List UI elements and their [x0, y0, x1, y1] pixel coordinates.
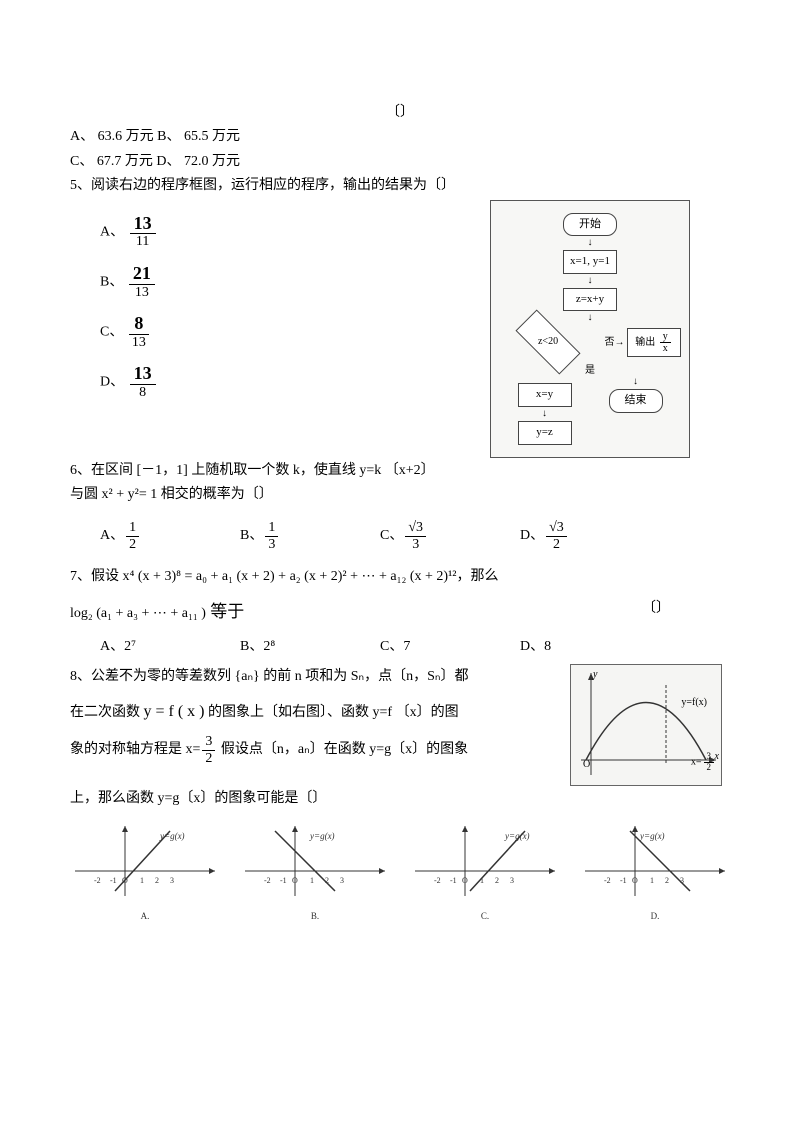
q8-l4: 上，那么函数 y=g〔x〕的图象可能是〔〕 — [70, 788, 730, 810]
q5-A-label: A、 — [100, 224, 124, 239]
q5-C-label: C、 — [100, 324, 123, 339]
parabola-label: y=f(x) — [681, 695, 707, 711]
fc-init: x=1, y=1 — [563, 250, 617, 274]
q5-optC: C、 813 — [100, 314, 490, 350]
q7-B: B、2⁸ — [240, 636, 380, 658]
graph-A: y=g(x) -2 -1 O 1 2 3 A. — [70, 821, 220, 921]
q7-tail: 〔〕 — [642, 598, 670, 620]
q5-C-num: 8 — [129, 314, 149, 335]
q6-l1: 6、在区间 [－1，1] 上随机取一个数 k，使直线 y=k 〔x+2〕 — [70, 460, 730, 482]
q7-line2: log₂ (a₁ + a₃ + ⋯ + a₁₁ ) 等于 〔〕 — [70, 598, 730, 625]
q4-opts-ab: A、 63.6 万元 B、 65.5 万元 — [70, 126, 730, 148]
q7-opts: A、2⁷ B、2⁸ C、7 D、8 — [100, 636, 660, 658]
graph-D: y=g(x) -2 -1 O 1 2 3 D. — [580, 821, 730, 921]
fc-yz: y=z — [518, 421, 572, 445]
flowchart: 开始 ↓ x=1, y=1 ↓ z=x+y ↓ z<20 否→ 输出 yx 是 … — [490, 200, 690, 458]
q5-B-den: 13 — [129, 285, 155, 300]
q8-l1: 8、公差不为零的等差数列 {aₙ} 的前 n 项和为 Sₙ，点〔n，Sₙ〕都 — [70, 666, 570, 688]
fc-output: 输出 yx — [627, 328, 681, 357]
q5-optD: D、 138 — [100, 364, 490, 400]
parabola-graph: y=f(x) x=32 O x y — [570, 664, 722, 786]
q6-B: B、 — [240, 528, 263, 543]
graph-B: y=g(x) -2 -1 O 1 2 3 B. — [240, 821, 390, 921]
q8-l2: 在二次函数 y = f ( x ) 的图象上〔如右图〕、函数 y=f 〔x〕的图 — [70, 699, 570, 725]
q6-A: A、 — [100, 528, 124, 543]
q8-l3: 象的对称轴方程是 x=32 假设点〔n，aₙ〕在函数 y=g〔x〕的图象 — [70, 734, 570, 766]
q5-stem: 5、阅读右边的程序框图，运行相应的程序，输出的结果为〔〕 — [70, 175, 730, 197]
q4-blank: 〔〕 — [70, 102, 730, 124]
q5-A-num: 13 — [130, 214, 156, 235]
q8-graphs: y=g(x) -2 -1 O 1 2 3 A. y=g(x) -2 -1 O 1… — [70, 821, 730, 921]
q6-C: C、 — [380, 528, 403, 543]
fc-no: 否 — [605, 337, 615, 348]
q7-A: A、2⁷ — [100, 636, 240, 658]
fc-xy: x=y — [518, 383, 572, 407]
q5-D-label: D、 — [100, 374, 124, 389]
q7-D: D、8 — [520, 636, 660, 658]
fc-yes: 是 — [499, 363, 681, 379]
q4-opts-cd: C、 67.7 万元 D、 72.0 万元 — [70, 151, 730, 173]
q5-B-label: B、 — [100, 274, 123, 289]
q5-optB: B、 2113 — [100, 264, 490, 300]
q5-D-num: 13 — [130, 364, 156, 385]
q5-C-den: 13 — [129, 335, 149, 350]
q5-A-den: 11 — [130, 234, 156, 249]
q6-D: D、 — [520, 528, 544, 543]
q5-optA: A、 1311 — [100, 214, 490, 250]
q7-stem: 7、假设 x⁴ (x + 3)⁸ = a₀ + a₁ (x + 2) + a₂ … — [70, 566, 730, 588]
graph-C: y=g(x) -2 -1 O 1 2 3 C. — [410, 821, 560, 921]
fc-start: 开始 — [563, 213, 617, 237]
q5-B-num: 21 — [129, 264, 155, 285]
fc-sum: z=x+y — [563, 288, 617, 312]
q5-D-den: 8 — [130, 385, 156, 400]
q6-opts: A、12 B、13 C、√33 D、√32 — [100, 520, 660, 552]
fc-end: 结束 — [609, 389, 663, 413]
q6-l2: 与圆 x² + y²= 1 相交的概率为〔〕 — [70, 484, 730, 506]
q7-C: C、7 — [380, 636, 520, 658]
